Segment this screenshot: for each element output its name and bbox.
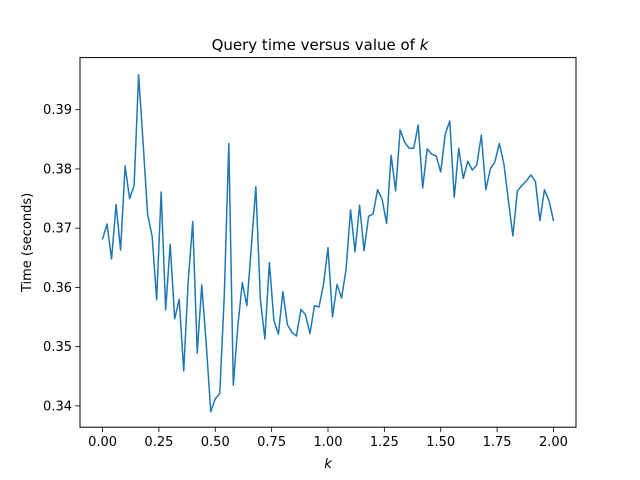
x-tick-label: 1.25 <box>370 435 399 450</box>
x-tick-label: 1.75 <box>483 435 512 450</box>
y-tick-label: 0.37 <box>43 222 72 237</box>
series-line <box>101 74 555 413</box>
x-axis-ticks: 0.00 0.25 0.50 0.75 1.00 1.25 1.50 1.75 2.00 <box>88 427 568 450</box>
x-axis-label: k <box>324 457 332 472</box>
chart-title-variable: k <box>420 36 430 54</box>
x-tick-label: 1.00 <box>314 435 343 450</box>
chart-title: Query time versus value of k <box>212 36 430 54</box>
plot-frame <box>79 57 577 428</box>
y-tick-label: 0.35 <box>43 340 72 355</box>
y-axis-ticks: 0.34 0.35 0.36 0.37 0.38 0.39 <box>43 103 80 414</box>
x-tick-label: 0.25 <box>144 435 173 450</box>
x-tick-label: 0.00 <box>88 435 117 450</box>
x-tick-label: 2.00 <box>539 435 568 450</box>
x-tick-label: 1.50 <box>426 435 455 450</box>
y-tick-label: 0.34 <box>43 399 72 414</box>
y-tick-label: 0.36 <box>43 281 72 296</box>
y-axis-label: Time (seconds) <box>20 193 35 293</box>
y-tick-label: 0.38 <box>43 162 72 177</box>
chart-title-text: Query time versus value of <box>212 36 420 54</box>
y-tick-label: 0.39 <box>43 103 72 118</box>
x-tick-label: 0.50 <box>201 435 230 450</box>
x-tick-label: 0.75 <box>257 435 286 450</box>
